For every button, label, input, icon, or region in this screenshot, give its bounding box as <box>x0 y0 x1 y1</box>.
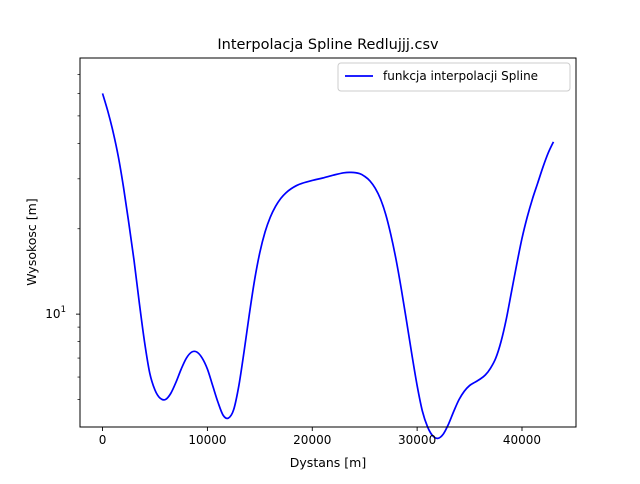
axes-frame <box>79 57 577 428</box>
plot-area <box>101 93 555 440</box>
y-axis-label: Wysokosc [m] <box>24 198 39 285</box>
legend-label: funkcja interpolacji Spline <box>383 69 538 83</box>
x-tick-label: 0 <box>99 433 107 447</box>
x-tick-label: 30000 <box>398 433 436 447</box>
chart-title: Interpolacja Spline Redlujjj.csv <box>217 37 439 53</box>
x-tick-label: 20000 <box>293 433 331 447</box>
legend-box <box>337 62 571 92</box>
x-tick-label: 10000 <box>188 433 226 447</box>
x-axis-label: Dystans [m] <box>290 455 366 470</box>
series-line <box>101 93 555 440</box>
x-axis: 0 10000 20000 30000 40000 <box>99 427 541 447</box>
x-tick-label: 40000 <box>503 433 541 447</box>
legend: funkcja interpolacji Spline <box>337 62 571 92</box>
